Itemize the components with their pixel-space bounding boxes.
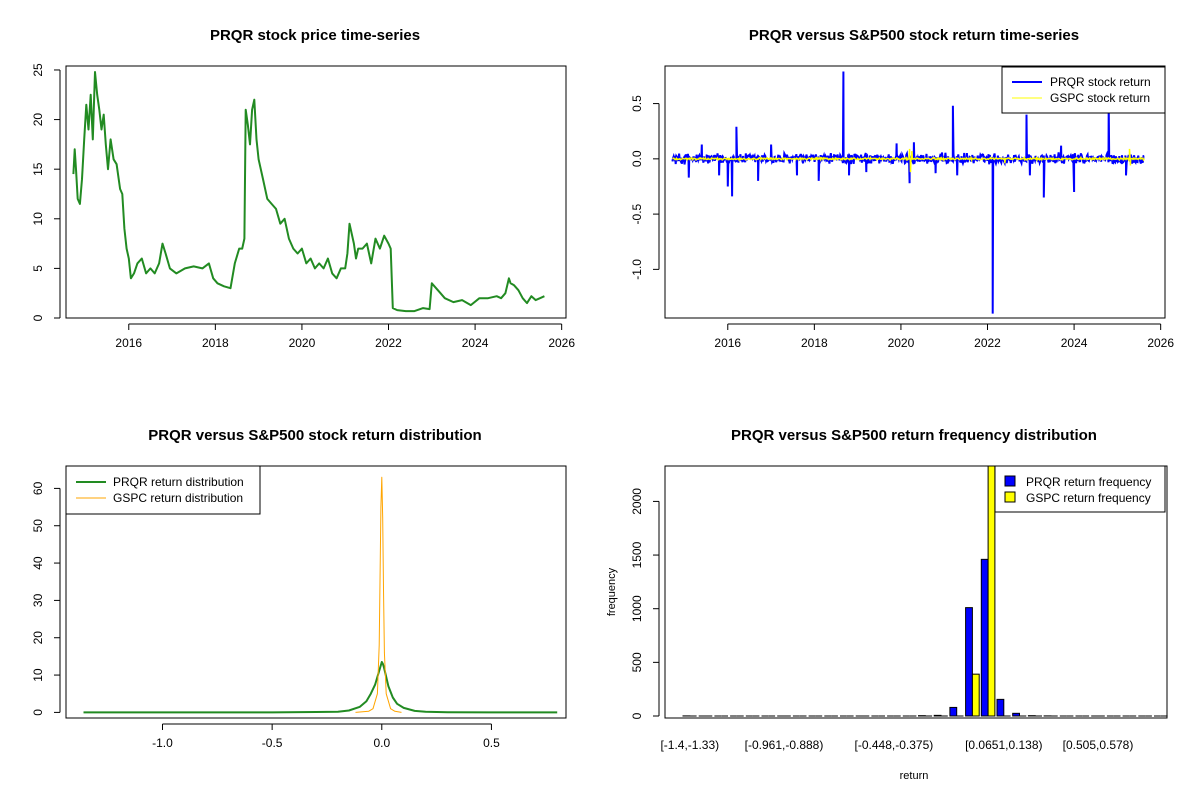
returns-x-tick-label: 2024 [1061,336,1088,350]
price-x-tick-label: 2018 [202,336,229,350]
price-chart-panel: PRQR stock price time-series 2016 2018 202… [31,27,575,350]
density-x-tick-label: -1.0 [152,736,173,750]
histogram-legend-gspc-label: GSPC return frequency [1026,491,1151,505]
returns-legend: PRQR stock return GSPC stock return [1001,66,1166,114]
returns-plot-frame [664,65,1166,319]
prqr-frequency-bar [949,706,958,717]
price-x-tick-label: 2016 [115,336,142,350]
gspc-return-line [672,148,1145,173]
density-y-tick-label: 20 [31,631,45,645]
histogram-plot-frame [664,465,1168,719]
histogram-x-axis-label: return [900,770,929,782]
density-plot-frame [65,465,567,719]
returns-legend-gspc-label: GSPC stock return [1050,91,1150,105]
histogram-y-tick-label: 1000 [630,595,644,622]
returns-legend-box [1001,66,1166,114]
density-y-tick-label: 60 [31,481,45,495]
density-legend-gspc-label: GSPC return distribution [113,491,243,505]
histogram-y-tick-label: 2000 [630,488,644,515]
histogram-y-tick-label: 1500 [630,541,644,568]
price-x-tick-label: 2020 [289,336,316,350]
returns-y-tick-label: 0.0 [630,150,644,167]
density-y-tick-label: 0 [31,709,45,716]
returns-legend-prqr-label: PRQR stock return [1050,75,1151,89]
prqr-frequency-bar [965,607,973,717]
prqr-frequency-bar [1012,712,1021,717]
histogram-y-tick-label: 0 [630,712,644,719]
density-x-tick-label: 0.5 [483,736,500,750]
price-y-tick-label: 25 [31,63,45,77]
density-y-tick-label: 50 [31,519,45,533]
density-x-tick-label: 0.0 [373,736,390,750]
price-y-tick-label: 5 [31,265,45,272]
price-y-tick-label: 15 [31,162,45,176]
returns-x-tick-label: 2026 [1147,336,1174,350]
density-y-tick-label: 10 [31,668,45,682]
returns-chart-panel: PRQR versus S&P500 stock return time-ser… [630,27,1174,350]
gspc-frequency-bar [971,673,980,717]
density-series-layer [83,476,558,714]
returns-y-tick-label: -1.0 [630,259,644,280]
price-chart-title: PRQR stock price time-series [210,27,420,44]
histogram-y-axis-label: frequency [606,567,618,616]
returns-axes: 2016 2018 2020 2022 2024 2026 -1.0 -0.5 0.0 0.5 [630,95,1174,350]
density-axes: -1.0 -0.5 0.0 0.5 0 10 20 30 40 50 60 [31,481,500,750]
price-x-tick-label: 2024 [462,336,489,350]
histogram-x-tick-label: [0.0651,0.138) [965,738,1042,752]
price-x-tick-label: 2022 [375,336,402,350]
prqr-density-line [83,661,558,714]
density-chart-title: PRQR versus S&P500 stock return distribu… [148,427,481,444]
density-legend: PRQR return distribution GSPC return dis… [65,465,261,515]
histogram-x-tick-label: [0.505,0.578) [1063,738,1134,752]
density-x-tick-label: -0.5 [262,736,283,750]
price-y-tick-label: 0 [31,314,45,321]
returns-series-layer [671,71,1145,314]
histogram-chart-title: PRQR versus S&P500 return frequency dist… [731,427,1097,444]
price-series-layer [72,71,545,313]
histogram-legend-box [994,465,1166,513]
price-plot-frame [65,65,567,319]
histogram-x-tick-label: [-1.4,-1.33) [660,738,719,752]
returns-x-tick-label: 2022 [974,336,1001,350]
histogram-x-tick-label: [-0.961,-0.888) [745,738,824,752]
price-y-tick-label: 20 [31,113,45,127]
returns-y-tick-label: 0.5 [630,95,644,112]
histogram-bars-layer [682,465,1168,717]
histogram-legend: PRQR return frequency GSPC return freque… [994,465,1166,513]
gspc-density-line [355,476,402,713]
price-axes: 2016 2018 2020 2022 2024 2026 0 5 10 15 20 25 [31,63,575,350]
prqr-frequency-bar [996,698,1005,717]
histogram-x-tick-label: [-0.448,-0.375) [855,738,934,752]
returns-x-tick-label: 2020 [888,336,915,350]
prqr-frequency-bar [933,714,942,717]
gspc-frequency-bar [987,465,996,717]
density-chart-panel: PRQR versus S&P500 stock return distribu… [31,427,567,750]
returns-chart-title: PRQR versus S&P500 stock return time-ser… [749,27,1079,44]
histogram-y-tick-label: 500 [630,652,644,672]
returns-x-tick-label: 2016 [714,336,741,350]
returns-x-tick-label: 2018 [801,336,828,350]
histogram-legend-gspc-swatch [1004,491,1016,503]
price-line [72,71,545,313]
price-x-tick-label: 2026 [548,336,575,350]
density-legend-box [65,465,261,515]
histogram-legend-prqr-swatch [1004,475,1016,487]
returns-y-tick-label: -0.5 [630,203,644,224]
histogram-legend-prqr-label: PRQR return frequency [1026,475,1151,489]
histogram-axes: [-1.4,-1.33) [-0.961,-0.888) [-0.448,-0.37… [630,488,1133,752]
histogram-chart-panel: PRQR versus S&P500 return frequency dist… [606,427,1168,782]
density-y-tick-label: 30 [31,593,45,607]
price-y-tick-label: 10 [31,212,45,226]
prqr-frequency-bar [980,558,989,717]
density-legend-prqr-label: PRQR return distribution [113,475,244,489]
density-y-tick-label: 40 [31,556,45,570]
